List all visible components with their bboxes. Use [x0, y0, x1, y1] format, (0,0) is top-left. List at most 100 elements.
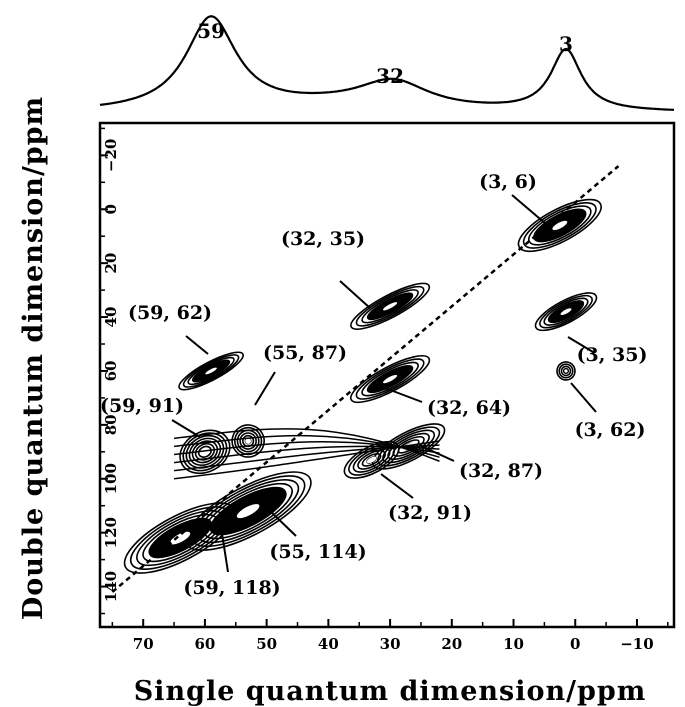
label-pointer: [171, 419, 201, 438]
contour-core: [552, 220, 568, 231]
x-axis-title: Single quantum dimension/ppm: [134, 676, 647, 707]
contour-ring: [350, 355, 431, 404]
x-tick-label: −10: [620, 635, 653, 653]
contour-core: [564, 369, 568, 373]
label-pointer: [418, 444, 455, 462]
correlation-label: (59, 91): [100, 395, 184, 417]
contour-ring: [197, 445, 212, 458]
x-tick-label: 10: [503, 635, 524, 653]
contour-ring: [560, 365, 572, 377]
x-axis-ticks: 70 60 50 40 30 20 10 0 −10: [111, 619, 669, 653]
contour-ring: [556, 361, 576, 381]
x-tick-label: 50: [256, 635, 277, 653]
contour-ring: [558, 363, 574, 379]
y-tick-label: −20: [102, 139, 120, 172]
y-tick-label: 0: [102, 204, 120, 214]
contour-core: [236, 504, 260, 519]
label-pointer: [570, 382, 597, 413]
diagonal-dashed-line: [111, 165, 620, 593]
y-tick-label: 60: [102, 361, 120, 382]
x-tick-label: 70: [133, 635, 154, 653]
label-pointer: [254, 371, 276, 406]
correlation-label: (55, 87): [263, 342, 347, 364]
contour-core: [383, 374, 398, 384]
correlation-label: (32, 87): [459, 460, 543, 482]
y-tick-label: 20: [102, 253, 120, 274]
contour-ring: [522, 202, 597, 249]
contour-core: [170, 531, 191, 545]
projection-trace: [99, 15, 675, 111]
contour-core: [560, 308, 572, 316]
contour-ring: [142, 513, 219, 563]
projection-peak-label: 59: [197, 19, 225, 43]
x-tick-label: 60: [194, 635, 215, 653]
contour-peaks: [123, 198, 602, 574]
projection-peak-label: 32: [376, 64, 404, 88]
contour-ring: [355, 358, 425, 400]
y-axis-title: Double quantum dimension/ppm: [18, 96, 49, 620]
contour-ring: [517, 198, 602, 253]
contour-ring: [136, 510, 225, 567]
x-tick-label: 30: [380, 635, 401, 653]
contour-32-35: [350, 282, 431, 330]
label-pointer: [220, 526, 229, 573]
contour-ring: [231, 424, 265, 458]
y-tick-label: 100: [102, 463, 120, 494]
x-tick-label: 40: [318, 635, 339, 653]
correlation-label: (3, 35): [577, 344, 648, 366]
correlation-labels: (3, 6) (3, 35) (3, 62) (32, 35) (32, 64) (32,…: [100, 171, 647, 599]
correlation-label: (3, 62): [575, 419, 646, 441]
contour-ring: [123, 502, 237, 574]
correlation-label: (32, 35): [281, 228, 365, 250]
correlation-label: (3, 6): [479, 171, 537, 193]
contour-core: [383, 302, 398, 311]
contour-core: [245, 438, 252, 444]
contour-ring: [361, 289, 419, 324]
label-pointer: [380, 473, 414, 499]
contour-55-114: [184, 471, 312, 552]
projection-peak-label: 3: [559, 32, 573, 56]
contour-ring: [355, 285, 425, 327]
contour-ring: [182, 354, 240, 388]
contour-ring: [178, 351, 244, 391]
y-tick-label: 80: [102, 414, 120, 435]
contour-ring: [361, 453, 382, 467]
contour-ring: [562, 367, 570, 375]
contour-ring: [543, 297, 589, 326]
label-pointer: [185, 335, 209, 355]
contour-59-118: [123, 502, 237, 574]
correlation-label: (55, 114): [269, 541, 366, 563]
contour-ring: [129, 506, 231, 570]
label-pointer: [339, 280, 371, 309]
plot-frame: [98, 121, 676, 629]
contour-ring: [350, 282, 431, 330]
label-pointer: [384, 387, 423, 403]
contour-ring: [357, 450, 386, 470]
label-pointer: [267, 508, 297, 537]
x-tick-label: 20: [441, 635, 462, 653]
correlation-label: (32, 64): [427, 397, 511, 419]
contour-3-62: [556, 361, 576, 381]
x-tick-label: 0: [570, 635, 580, 653]
contour-ridge: [173, 428, 440, 480]
label-pointer: [511, 194, 547, 225]
contour-core: [205, 367, 217, 375]
y-tick-label: 40: [102, 307, 120, 328]
contour-3-35: [534, 292, 598, 332]
diagonal-line: [111, 165, 620, 593]
correlation-label: (32, 91): [388, 502, 472, 524]
contour-ring: [361, 361, 419, 397]
correlation-label: (59, 118): [183, 577, 280, 599]
contour-ring: [534, 292, 598, 332]
contour-59-62: [178, 351, 244, 391]
contour-ring: [187, 356, 235, 386]
projection-spectrum: [99, 15, 675, 111]
ridge-line: [173, 428, 440, 462]
contour-3-6: [517, 198, 602, 253]
projection-peak-labels: 59 32 3: [197, 19, 573, 88]
plot-border: [98, 121, 676, 629]
y-tick-label: 140: [102, 571, 120, 602]
y-axis-ticks: −20 0 20 40 60 80 100 120 140: [100, 127, 120, 615]
correlation-label: (59, 62): [128, 302, 212, 324]
